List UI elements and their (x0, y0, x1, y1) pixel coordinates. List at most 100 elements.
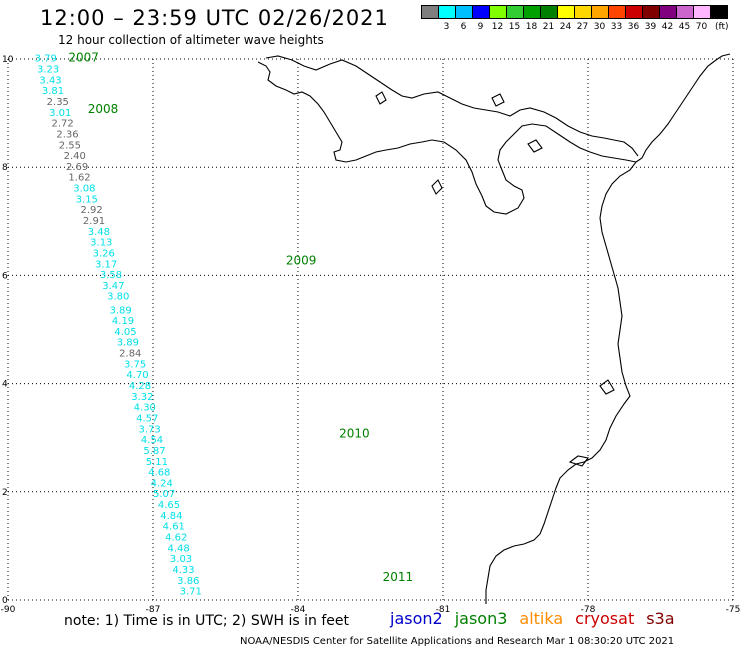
wave-height-value: 3.43 (39, 75, 61, 86)
x-tick-label: -75 (726, 605, 740, 615)
color-scale-label: 9 (477, 22, 484, 32)
wave-height-value: 4.62 (165, 532, 187, 543)
wave-height-value: 1.62 (68, 173, 90, 184)
wave-height-value: 3.26 (93, 248, 115, 259)
wave-height-value: 3.48 (88, 227, 110, 238)
wave-height-value: 2.36 (56, 129, 78, 140)
color-scale-label: 12 (491, 22, 504, 32)
wave-height-value: 3.17 (95, 259, 117, 270)
wave-height-value: 3.01 (49, 108, 71, 119)
page-title: 12:00 – 23:59 UTC 02/26/2021 (40, 6, 389, 30)
coastline (257, 53, 731, 604)
wave-height-value: 4.33 (172, 565, 194, 576)
wave-height-value: 4.65 (158, 500, 180, 511)
color-scale-unit: (ft) (715, 22, 729, 32)
wave-height-value: 4.61 (163, 522, 185, 533)
wave-height-value: 3.86 (177, 576, 199, 587)
time-label: 2010 (339, 427, 370, 441)
wave-height-value: 4.28 (129, 381, 151, 392)
color-scale-label: 42 (661, 22, 674, 32)
color-scale-label: 45 (678, 22, 691, 32)
wave-height-value: 4.24 (151, 478, 173, 489)
wave-height-value: 3.15 (76, 194, 98, 205)
x-tick-label: -78 (581, 605, 596, 615)
y-tick-label: 4 (2, 380, 8, 390)
color-scale-label: 21 (542, 22, 555, 32)
wave-height-value: 5.07 (153, 489, 175, 500)
color-scale-swatch (710, 5, 728, 19)
wave-height-value: 4.05 (114, 327, 136, 338)
wave-height-value: 3.75 (124, 359, 146, 370)
x-tick-label: -84 (291, 605, 306, 615)
color-scale-label: 15 (508, 22, 521, 32)
x-tick-label: -87 (146, 605, 161, 615)
x-tick-label: -81 (436, 605, 451, 615)
footer-credit: NOAA/NESDIS Center for Satellite Applica… (240, 636, 675, 647)
wave-height-value: 4.57 (136, 413, 158, 424)
time-label: 2011 (383, 570, 414, 584)
color-scale-label: 18 (525, 22, 538, 32)
note-text: note: 1) Time is in UTC; 2) SWH is in fe… (64, 613, 350, 629)
wave-height-value: 2.91 (83, 216, 105, 227)
wave-height-value: 3.13 (90, 238, 112, 249)
wave-height-value: 3.89 (110, 305, 132, 316)
wave-height-value: 4.30 (134, 403, 156, 414)
wave-height-value: 3.58 (100, 270, 122, 281)
satellite-jason2: jason2 (390, 609, 443, 628)
wave-height-value: 3.23 (37, 65, 59, 76)
page-subtitle: 12 hour collection of altimeter wave hei… (58, 33, 324, 47)
color-scale-label: 27 (576, 22, 589, 32)
satellite-cryosat: cryosat (575, 609, 635, 628)
time-label: 2008 (88, 102, 119, 116)
y-tick-label: 8 (2, 163, 8, 173)
wave-height-value: 5.87 (143, 446, 165, 457)
color-scale-label: 30 (593, 22, 606, 32)
color-scale-label: 70 (695, 22, 708, 32)
y-tick-label: 0 (2, 596, 8, 606)
altimeter-track: 3.793.233.433.812.353.012.722.362.552.40… (35, 51, 414, 598)
color-scale-label: 6 (460, 22, 467, 32)
y-tick-label: 2 (2, 488, 8, 498)
wave-height-value: 3.81 (42, 86, 64, 97)
wave-height-value: 4.48 (168, 543, 190, 554)
color-scale-label: 3 (443, 22, 450, 32)
wave-height-value: 4.54 (141, 435, 163, 446)
time-label: 2007 (68, 51, 99, 65)
wave-height-value: 2.92 (81, 205, 103, 216)
satellite-altika: altika (519, 609, 564, 628)
x-tick-label: -90 (1, 605, 16, 615)
wave-height-value: 2.55 (59, 140, 81, 151)
color-scale-label: 39 (644, 22, 657, 32)
satellite-jason3: jason3 (454, 609, 508, 628)
wave-height-value: 2.40 (64, 151, 86, 162)
wave-height-value: 3.03 (170, 554, 192, 565)
wave-height-value: 3.47 (102, 281, 124, 292)
wave-height-value: 4.70 (126, 370, 148, 381)
wave-height-value: 2.84 (119, 349, 141, 360)
satellite-s3a: s3a (646, 609, 675, 628)
wave-height-value: 3.08 (73, 184, 95, 195)
wave-height-value: 3.32 (131, 392, 153, 403)
wave-height-value: 3.79 (35, 54, 57, 65)
wave-height-value: 2.72 (52, 119, 74, 130)
lat-lon-grid: -90 -87 -84 -81 -78 -75 0 2 4 6 8 10 (1, 55, 740, 615)
wave-height-value: 3.71 (180, 587, 202, 598)
time-label: 2009 (286, 254, 317, 268)
wave-height-value: 4.19 (112, 316, 134, 327)
wave-height-value: 3.80 (107, 292, 129, 303)
color-scale-bar (421, 5, 728, 19)
y-tick-label: 10 (2, 55, 14, 65)
color-scale-label: 36 (627, 22, 640, 32)
wave-height-value: 3.73 (139, 424, 161, 435)
color-scale-label: 24 (559, 22, 572, 32)
wave-height-value: 4.84 (160, 511, 182, 522)
wave-height-value: 2.69 (66, 162, 88, 173)
wave-height-value: 4.68 (148, 468, 170, 479)
wave-height-value: 5.11 (146, 457, 168, 468)
color-scale-label: 33 (610, 22, 623, 32)
y-tick-label: 6 (2, 271, 8, 281)
color-scale-labels: 3 6 9 12 15 18 21 24 27 30 33 36 39 42 45 70 (421, 22, 710, 32)
satellite-legend: jason2 jason3 altika cryosat s3a (390, 609, 687, 628)
wave-height-value: 3.89 (117, 338, 139, 349)
